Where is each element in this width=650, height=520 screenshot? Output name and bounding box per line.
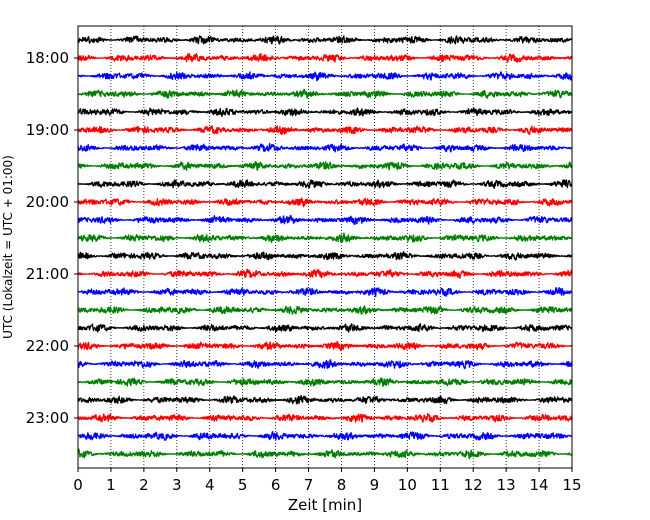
seismic-trace [77,359,573,370]
seismic-trace [77,377,573,387]
seismic-trace [77,431,573,441]
x-tick-label: 6 [271,476,281,494]
plot-frame [77,25,573,469]
seismic-trace [77,88,573,99]
seismic-trace [77,340,573,351]
seismic-trace [77,125,573,136]
x-tick-label: 12 [464,476,483,494]
y-tick-label: 22:00 [26,337,69,355]
seismic-trace [77,268,573,279]
x-axis-ticks: 0 1 2 3 4 5 6 7 8 9 10 11 12 13 14 15 [73,468,582,494]
y-axis-ticks: 18:00 19:00 20:00 21:00 22:00 23:00 [26,49,78,427]
y-tick-label: 19:00 [26,121,69,139]
seismic-trace [77,448,573,460]
x-tick-label: 5 [238,476,248,494]
x-tick-label: 15 [562,476,581,494]
seismic-trace [77,395,573,405]
seismic-trace [77,197,573,208]
seismic-trace [77,160,573,171]
seismic-trace [77,232,573,244]
seismic-trace [77,214,573,225]
x-axis-label: Zeit [min] [288,496,362,514]
x-tick-label: 14 [530,476,549,494]
y-tick-label: 18:00 [26,49,69,67]
seismic-trace [77,107,573,117]
x-tick-label: 4 [205,476,215,494]
trace-group [77,35,573,460]
x-tick-label: 7 [304,476,314,494]
seismic-trace [77,52,573,63]
y-tick-label: 21:00 [26,265,69,283]
x-tick-label: 9 [370,476,380,494]
x-tick-label: 13 [497,476,516,494]
x-tick-label: 10 [398,476,417,494]
seismic-trace [77,323,573,333]
seismic-trace [77,179,573,189]
seismic-trace [77,305,573,315]
x-tick-label: 1 [106,476,116,494]
x-tick-label: 8 [337,476,347,494]
seismic-trace [77,71,573,82]
seismic-trace [77,286,573,298]
seismic-trace [77,251,573,261]
x-tick-label: 2 [139,476,149,494]
x-tick-label: 3 [172,476,182,494]
seismic-trace [77,142,573,153]
seismic-trace [77,35,573,45]
y-tick-label: 23:00 [26,409,69,427]
seismic-trace [77,413,573,423]
x-tick-label: 11 [431,476,450,494]
y-axis-label: UTC (Lokalzeit = UTC + 01:00) [1,155,15,339]
y-tick-label: 20:00 [26,193,69,211]
x-tick-label: 0 [73,476,83,494]
